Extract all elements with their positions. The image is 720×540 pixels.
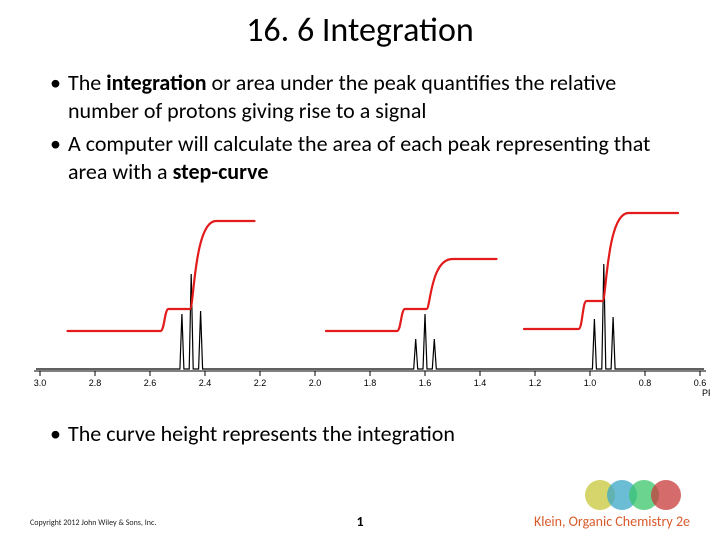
svg-text:0.6: 0.6	[694, 378, 707, 388]
svg-text:1.0: 1.0	[584, 378, 597, 388]
svg-text:2.8: 2.8	[89, 378, 102, 388]
svg-text:2.4: 2.4	[199, 378, 212, 388]
bullet-item: The integration or area under the peak q…	[50, 69, 690, 124]
svg-text:0.8: 0.8	[639, 378, 652, 388]
svg-text:2.0: 2.0	[309, 378, 322, 388]
slide: 16. 6 Integration The integration or are…	[0, 0, 720, 540]
bullet-text-bold: integration	[106, 69, 206, 96]
publisher-logo	[582, 478, 692, 512]
nmr-spectrum-figure: 3.0 2.8 2.6 2.4 2.2 2.0 1.8 1.6 1.4 1.2 1.0 0.8 0.6P…	[30, 201, 710, 401]
page-title: 16. 6 Integration	[30, 10, 690, 51]
bullet-text-bold: step-curve	[173, 158, 269, 185]
svg-text:1.4: 1.4	[474, 378, 487, 388]
copyright-text: Copyright 2012 John Wiley & Sons, Inc.	[30, 518, 156, 528]
svg-text:2.2: 2.2	[254, 378, 267, 388]
bullet-list-bottom: The curve height represents the integrat…	[30, 420, 690, 447]
svg-text:PPM: PPM	[702, 388, 710, 398]
page-number: 1	[356, 513, 363, 530]
svg-text:1.6: 1.6	[419, 378, 432, 388]
bullet-text-pre: A computer will calculate the area of ea…	[68, 130, 650, 185]
svg-text:1.2: 1.2	[529, 378, 542, 388]
bullet-text-pre: The	[68, 69, 106, 96]
svg-text:2.6: 2.6	[144, 378, 157, 388]
attribution-text: Klein, Organic Chemistry 2e	[534, 513, 690, 530]
slide-footer: Copyright 2012 John Wiley & Sons, Inc. 1…	[0, 508, 720, 530]
bullet-list-top: The integration or area under the peak q…	[30, 69, 690, 185]
svg-text:1.8: 1.8	[364, 378, 377, 388]
bullet-item: A computer will calculate the area of ea…	[50, 130, 690, 185]
svg-text:3.0: 3.0	[34, 378, 47, 388]
bullet-item: The curve height represents the integrat…	[50, 420, 690, 447]
